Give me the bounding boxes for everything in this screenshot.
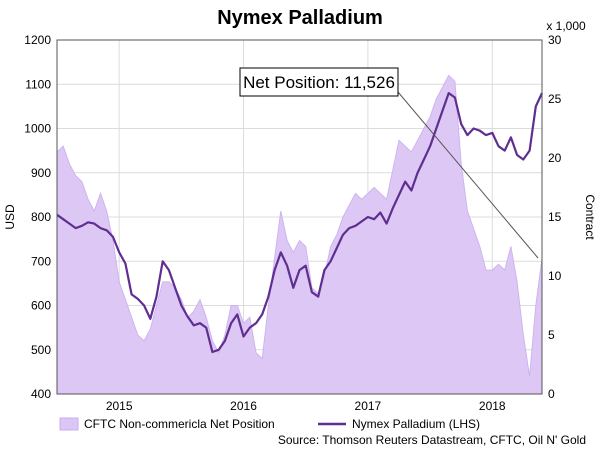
y-right-tick-label: 25 <box>548 92 562 106</box>
x-axis: 2015 2016 2017 2018 <box>106 399 506 413</box>
x-tick-label: 2016 <box>230 399 257 413</box>
y-left-tick-label: 500 <box>31 343 51 357</box>
right-axis-multiplier: x 1,000 <box>546 19 586 33</box>
source-note: Source: Thomson Reuters Datastream, CFTC… <box>278 433 586 447</box>
x-tick-label: 2017 <box>355 399 382 413</box>
legend-swatch-net-position <box>59 417 79 431</box>
annotation-text: Net Position: 11,526 <box>243 73 395 92</box>
legend-label-palladium: Nymex Palladium (LHS) <box>352 417 480 431</box>
annotation-leader-line <box>397 91 539 259</box>
y-axis-right-label: Contract <box>583 194 597 240</box>
y-axis-left-label: USD <box>3 204 17 230</box>
y-right-tick-label: 5 <box>548 328 555 342</box>
y-left-tick-label: 700 <box>31 254 51 268</box>
x-tick-label: 2015 <box>106 399 133 413</box>
y-left-tick-label: 400 <box>31 387 51 401</box>
y-right-tick-label: 20 <box>548 151 562 165</box>
y-right-tick-label: 0 <box>548 387 555 401</box>
chart-title: Nymex Palladium <box>217 7 383 29</box>
y-left-tick-label: 1200 <box>24 33 51 47</box>
y-left-tick-label: 800 <box>31 210 51 224</box>
annotation-box <box>239 67 399 97</box>
x-tick-label: 2018 <box>479 399 506 413</box>
y-left-tick-label: 1000 <box>24 122 51 136</box>
line-series <box>56 91 543 354</box>
y-right-tick-label: 10 <box>548 269 562 283</box>
y-axis-left: 400 500 600 700 800 900 1000 1100 1200 <box>24 33 51 401</box>
legend-label-net-position: CFTC Non-commericla Net Position <box>84 417 275 431</box>
area-net-position <box>56 74 543 395</box>
y-left-tick-label: 1100 <box>25 77 51 91</box>
y-right-tick-label: 30 <box>548 33 562 47</box>
plot-frame <box>56 39 543 395</box>
y-left-tick-label: 900 <box>31 166 51 180</box>
y-left-tick-label: 600 <box>31 299 51 313</box>
area-series <box>56 74 543 395</box>
y-right-tick-label: 15 <box>548 210 562 224</box>
line-palladium-price <box>56 91 543 354</box>
y-axis-right: 0 5 10 15 20 25 30 <box>548 33 562 401</box>
